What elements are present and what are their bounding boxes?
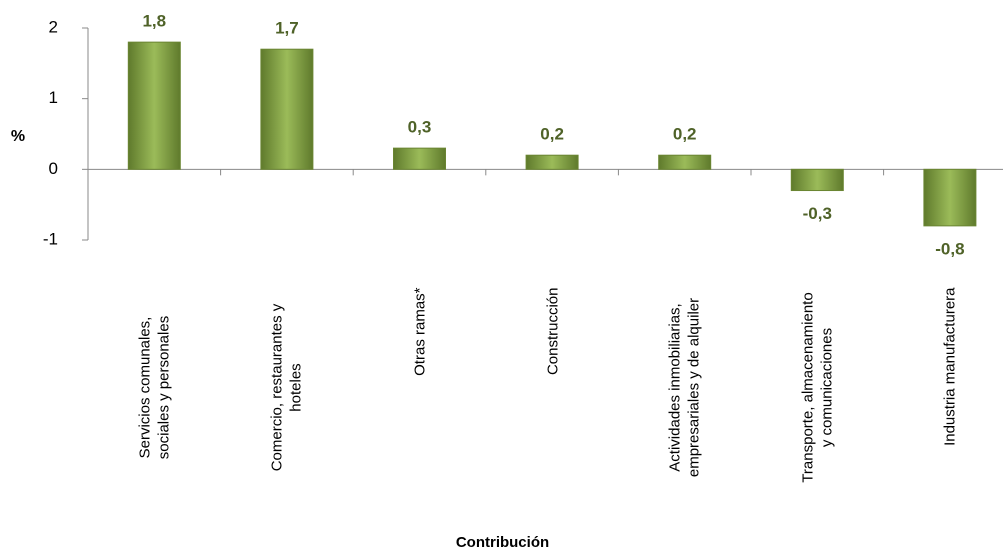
value-label: -0,3 (803, 204, 832, 223)
x-axis-title: Contribución (455, 534, 550, 551)
x-tick-label-box: Actividades inmobiliarias, empresariales… (653, 288, 717, 513)
x-tick-label: Otras ramas* (411, 287, 428, 376)
x-tick-label: Comercio, restaurantes y hoteles (268, 303, 305, 472)
bar (260, 48, 314, 170)
bar (127, 41, 181, 170)
bar (658, 154, 712, 170)
value-label: 0,2 (540, 125, 564, 144)
y-tick-label: 2 (49, 17, 58, 36)
value-label: 1,8 (142, 12, 166, 31)
x-tick-label-box: Construcción (520, 288, 584, 513)
x-tick-label-box: Transporte, almacenamiento y comunicacio… (785, 288, 849, 513)
value-label: -0,8 (935, 239, 964, 258)
x-tick-label: Industria manufacturera (941, 287, 959, 446)
x-tick-label-box: Industria manufacturera (918, 288, 982, 513)
bar (923, 168, 977, 227)
bar (525, 154, 579, 170)
x-tick-label: Actividades inmobiliarias, empresariales… (666, 297, 703, 478)
x-tick-label-box: Otras ramas* (388, 288, 452, 513)
y-tick-label: 1 (49, 88, 58, 107)
x-tick-label-box: Servicios comunales, sociales y personal… (122, 288, 186, 513)
bar (393, 147, 446, 170)
y-tick-label: -1 (43, 229, 58, 248)
y-tick-label: 0 (49, 159, 58, 178)
value-label: 0,2 (673, 125, 697, 144)
y-axis-title: % (11, 128, 25, 145)
bar (790, 168, 844, 192)
x-tick-label: Servicios comunales, sociales y personal… (136, 315, 173, 460)
value-label: 0,3 (408, 118, 432, 137)
x-tick-label: Transporte, almacenamiento y comunicacio… (799, 292, 836, 483)
x-tick-label-box: Comercio, restaurantes y hoteles (255, 288, 319, 513)
x-tick-label: Construcción (543, 287, 561, 376)
value-label: 1,7 (275, 19, 299, 38)
